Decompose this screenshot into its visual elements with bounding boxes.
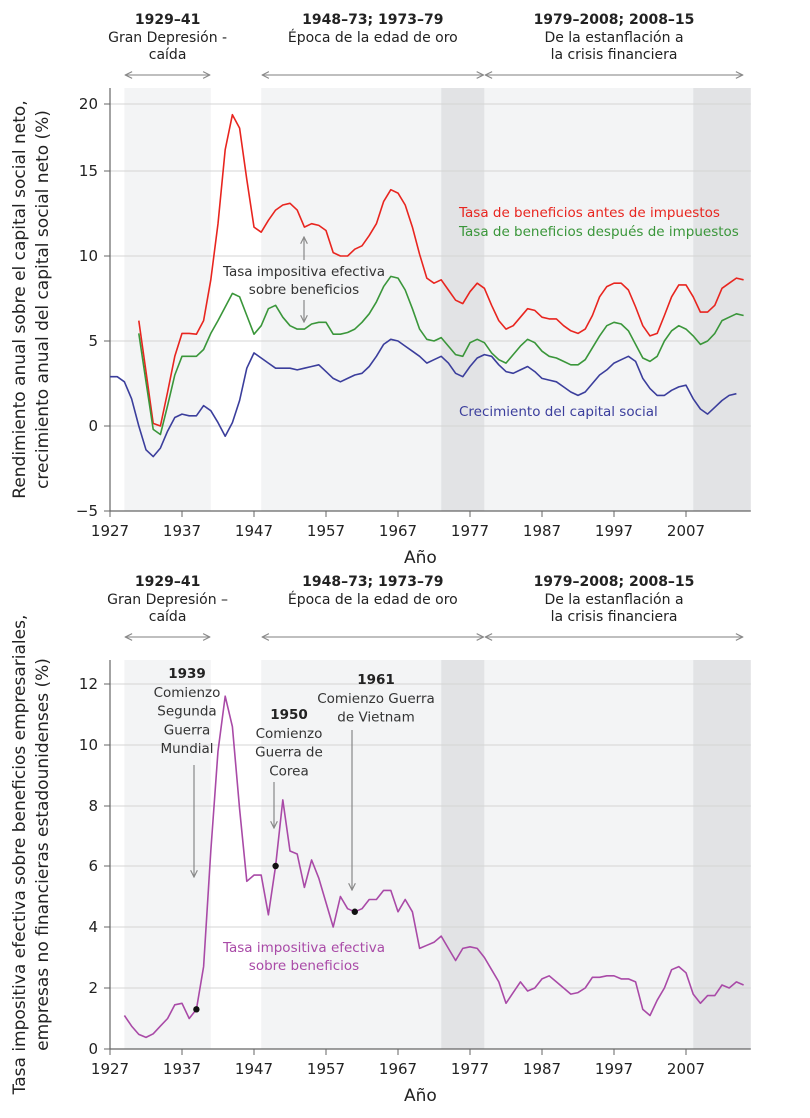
shaded-period-light [124,660,211,1049]
chart-2: 1929–41 Gran Depresión –caída 1948–73; 197… [10,574,751,1106]
x-tick-label: 1967 [379,522,417,540]
x-tick-label: 1957 [307,522,345,540]
x-tick-label: 1987 [523,1060,561,1078]
x-tick-label: 1997 [595,1060,633,1078]
chart-1: 1929–41 Gran Depresión -caída 1948–73; 197… [10,12,751,568]
shaded-period-dark [693,88,751,511]
event-label: Guerra [164,722,210,738]
legend-label-capital-growth: Crecimiento del capital social [459,404,658,420]
x-tick-label: 2007 [667,522,705,540]
y-tick-label: 2 [88,979,98,997]
series-label-tax-rate: sobre beneficios [249,958,359,974]
period-title: 1929–41 [135,574,200,590]
event-marker [351,908,358,915]
shaded-period-dark [441,88,485,511]
event-label: Comienzo Guerra [317,691,435,707]
series-line-red [138,113,744,427]
event-year: 1939 [168,666,206,682]
event-marker [193,1006,200,1013]
event-label: Segunda [157,704,216,720]
shaded-period-light [261,660,442,1049]
y-tick-label: 5 [88,332,98,350]
y-tick-label: 10 [79,247,98,265]
y-tick-label: 4 [88,918,98,936]
x-tick-label: 1937 [163,522,201,540]
x-tick-label: 1957 [307,1060,345,1078]
y-tick-label: 8 [88,797,98,815]
event-label: Corea [269,763,309,779]
series-line-blue [110,338,737,458]
event-label: de Vietnam [337,710,414,726]
y-tick-label: 6 [88,857,98,875]
period-title: 1979–2008; 2008–15 [534,12,695,28]
period-label: caída [149,47,187,63]
annotation-tax-rate: Tasa impositiva efectiva [222,264,385,280]
shaded-period-light [261,88,442,511]
event-label: Mundial [160,741,213,757]
x-tick-label: 1937 [163,1060,201,1078]
period-label: caída [149,609,187,625]
y-axis-label: crecimiento anual del capital social net… [33,110,53,489]
period-label: la crisis financiera [551,47,678,63]
event-year: 1950 [270,707,308,723]
y-tick-label: 15 [79,162,98,180]
y-tick-label: 12 [79,675,98,693]
x-tick-label: 1967 [379,1060,417,1078]
x-tick-label: 1977 [451,1060,489,1078]
shaded-period-dark [693,660,751,1049]
period-label: la crisis financiera [551,609,678,625]
shaded-period-light [484,660,694,1049]
y-tick-label: 20 [79,95,98,113]
event-label: Comienzo [154,685,221,701]
y-tick-label: 10 [79,736,98,754]
x-tick-label: 1947 [235,522,273,540]
series-line-purple [123,695,744,1039]
period-label: De la estanflación a [544,592,683,608]
x-axis-label: Año [404,548,437,568]
series-label-tax-rate: Tasa impositiva efectiva [222,940,385,956]
period-title: 1948–73; 1973–79 [302,574,443,590]
period-label: Gran Depresión – [107,592,228,608]
legend-label-aftertax: Tasa de beneficios después de impuestos [458,224,739,240]
y-tick-label: 0 [88,417,98,435]
shaded-period-light [124,88,211,511]
y-axis-label: empresas no financieras estadounidenses … [33,658,53,1051]
shaded-period-light [484,88,694,511]
y-axis-label: Rendimiento anual sobre el capital socia… [10,100,30,498]
x-tick-label: 1987 [523,522,561,540]
event-year: 1961 [357,672,395,688]
x-tick-label: 1927 [91,1060,129,1078]
legend-label-pretax: Tasa de beneficios antes de impuestos [458,205,720,221]
period-label: De la estanflación a [544,30,683,46]
series-line-green [138,275,744,436]
x-tick-label: 1927 [91,522,129,540]
period-title: 1948–73; 1973–79 [302,12,443,28]
x-axis-label: Año [404,1086,437,1106]
period-label: Gran Depresión - [108,30,227,46]
y-tick-label: −5 [76,502,98,520]
y-axis-label: Tasa impositiva efectiva sobre beneficio… [10,615,30,1096]
period-label: Época de la edad de oro [288,591,458,608]
shaded-period-dark [441,660,485,1049]
x-tick-label: 1997 [595,522,633,540]
y-tick-label: 0 [88,1040,98,1058]
annotation-tax-rate: sobre beneficios [249,282,359,298]
period-title: 1979–2008; 2008–15 [534,574,695,590]
period-label: Época de la edad de oro [288,29,458,46]
event-label: Guerra de [255,745,323,761]
event-marker [272,862,279,870]
event-label: Comienzo [256,726,323,742]
x-tick-label: 1947 [235,1060,273,1078]
x-tick-label: 2007 [667,1060,705,1078]
period-title: 1929–41 [135,12,200,28]
x-tick-label: 1977 [451,522,489,540]
